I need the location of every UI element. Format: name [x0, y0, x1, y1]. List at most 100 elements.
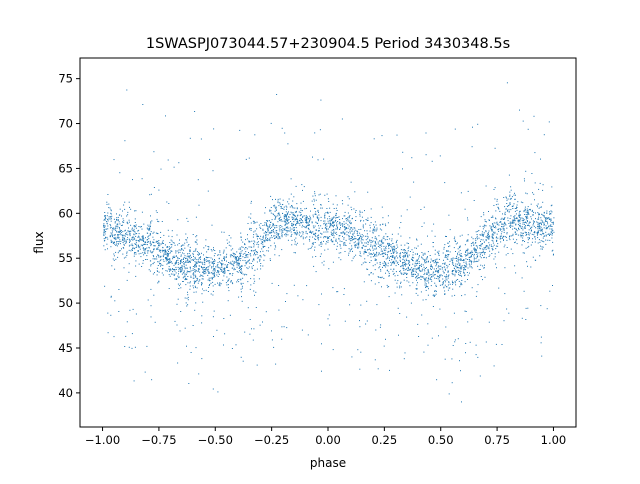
data-point [181, 265, 183, 267]
data-point [397, 274, 399, 276]
data-point [278, 225, 280, 227]
data-point [349, 230, 351, 232]
data-point [273, 229, 274, 230]
data-point [321, 262, 323, 264]
data-point [183, 261, 184, 262]
data-point [473, 249, 475, 251]
data-point [115, 225, 117, 227]
data-point [140, 239, 142, 241]
data-point [441, 284, 443, 286]
data-point [416, 253, 418, 255]
data-point [285, 229, 287, 231]
data-point [453, 312, 455, 314]
data-point [327, 218, 329, 220]
data-point [303, 186, 305, 188]
data-point [297, 295, 299, 297]
data-point [439, 284, 441, 286]
data-point [336, 210, 338, 211]
data-point [178, 270, 180, 272]
data-point [178, 285, 180, 287]
data-point [107, 212, 109, 214]
data-point [220, 262, 221, 264]
data-point [197, 271, 199, 272]
data-point [143, 238, 145, 240]
data-point [476, 245, 478, 247]
data-point [193, 258, 195, 260]
data-point [475, 239, 477, 241]
data-point [183, 266, 185, 267]
data-point [352, 250, 353, 252]
data-point [330, 238, 332, 240]
data-point [298, 219, 300, 221]
data-point [205, 268, 206, 270]
data-point [465, 252, 467, 253]
data-point [116, 224, 118, 226]
data-point [444, 284, 446, 286]
data-point [447, 258, 449, 260]
data-point [144, 248, 146, 250]
data-point [271, 232, 273, 233]
data-point [155, 232, 157, 234]
data-point [258, 235, 259, 237]
data-point [475, 252, 477, 253]
data-point [532, 192, 533, 194]
data-point [238, 257, 240, 259]
data-point [207, 260, 209, 262]
data-point [134, 243, 136, 245]
data-point [206, 251, 208, 253]
data-point [189, 250, 191, 252]
data-point [241, 287, 243, 289]
data-point [382, 223, 384, 225]
data-point [459, 265, 461, 266]
data-point [418, 261, 420, 262]
data-point [103, 233, 105, 235]
data-point [118, 311, 120, 312]
data-point [383, 277, 385, 279]
data-point [425, 260, 427, 262]
data-point [336, 291, 338, 293]
data-point [204, 271, 205, 272]
data-point [461, 267, 463, 269]
data-point [224, 264, 226, 266]
data-point [517, 221, 519, 223]
data-point [452, 270, 453, 272]
data-point [327, 231, 329, 233]
data-point [110, 239, 112, 241]
data-point [158, 280, 160, 282]
data-point [457, 258, 459, 260]
data-point [548, 121, 550, 123]
data-point [509, 236, 510, 237]
data-point [254, 134, 256, 136]
data-point [331, 232, 333, 234]
data-point [197, 278, 199, 280]
data-point [291, 239, 293, 241]
data-point [473, 260, 475, 262]
data-point [343, 238, 345, 240]
data-point [132, 179, 133, 181]
data-point [317, 238, 319, 239]
data-point [175, 261, 177, 263]
data-point [268, 247, 270, 249]
data-point [453, 265, 454, 266]
data-point [404, 259, 406, 261]
data-point [122, 234, 124, 236]
data-point [400, 266, 402, 268]
data-point [129, 235, 131, 237]
data-point [242, 273, 244, 275]
data-point [390, 244, 392, 245]
data-point [230, 256, 232, 258]
data-point [329, 220, 331, 222]
data-point [349, 242, 351, 244]
data-point [166, 246, 168, 248]
data-point [445, 276, 447, 278]
data-point [213, 249, 214, 251]
data-point [270, 227, 271, 229]
data-point [452, 274, 454, 276]
data-point [540, 226, 542, 228]
data-point [524, 208, 526, 210]
data-point [141, 238, 143, 240]
data-point [418, 262, 420, 264]
data-point [425, 268, 426, 269]
data-point [165, 254, 167, 255]
data-point [409, 269, 411, 271]
